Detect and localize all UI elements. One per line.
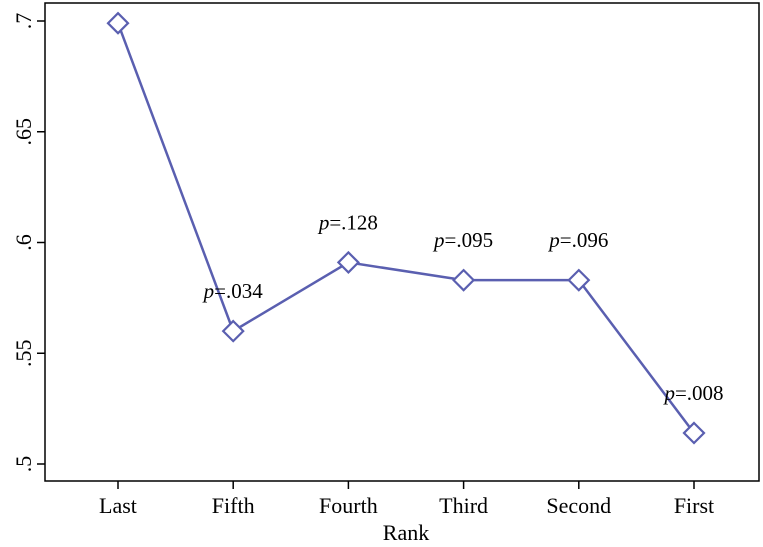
p-value: =.095 [445,228,494,252]
p-symbol: p [202,279,215,303]
y-tick-label: .55 [11,340,36,368]
plot-frame [44,2,760,482]
x-tick-label: First [674,493,714,518]
data-point-marker [221,319,245,343]
x-tick-label: Second [546,493,611,518]
data-point-marker [567,268,591,292]
y-tick-label: .65 [11,118,36,146]
x-tick-label: Third [439,493,488,518]
series-line [116,22,695,434]
series-line-group [106,11,706,445]
x-axis-title: Rank [383,520,429,545]
y-axis: .5 .55 .6 .65 .7 [11,13,45,473]
p-value: =.128 [329,210,378,234]
x-tick-label: Fifth [212,493,255,518]
p-value-annotation: p=.096 [547,228,608,252]
p-value-annotation: p=.034 [202,279,264,303]
y-tick-label: .7 [11,13,36,30]
p-value-annotation: p=.128 [317,210,378,234]
data-point-marker [106,11,130,35]
x-axis: Last Fifth Fourth Third Second First [99,481,714,518]
x-tick-label: Last [99,493,137,518]
data-point-marker [682,421,706,445]
p-value-annotation: p=.008 [662,381,723,405]
p-symbol: p [547,228,560,252]
p-symbol: p [432,228,445,252]
y-tick-label: .5 [11,456,36,473]
x-tick-label: Fourth [319,493,378,518]
p-value-annotation: p=.095 [432,228,493,252]
data-point-marker [452,268,476,292]
data-point-marker [336,250,360,274]
p-value: =.008 [675,381,724,405]
p-symbol: p [662,381,675,405]
y-tick-label: .6 [11,234,36,251]
p-symbol: p [317,210,330,234]
p-value: =.034 [214,279,263,303]
p-value: =.096 [560,228,609,252]
